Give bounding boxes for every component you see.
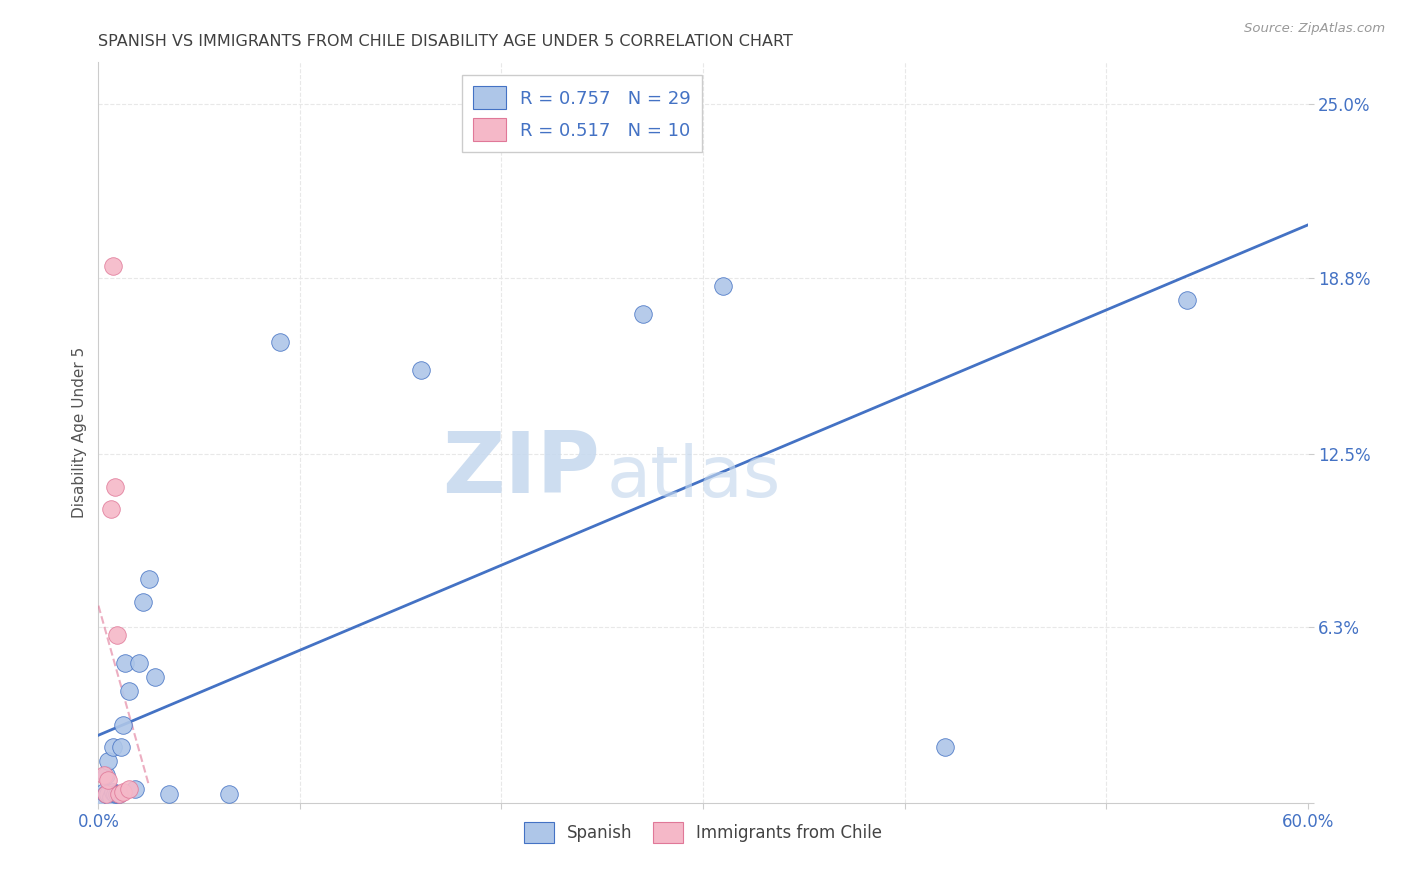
Point (111, 717, 134, 731)
Point (631, 307, 654, 321)
Point (97, 773, 120, 788)
Point (96, 788, 118, 802)
Point (103, 480, 125, 494)
Text: ZIP: ZIP (443, 428, 600, 511)
Point (105, 788, 128, 802)
Point (96, 788, 118, 802)
Legend: Spanish, Immigrants from Chile: Spanish, Immigrants from Chile (517, 815, 889, 850)
Point (409, 363, 432, 377)
Point (107, 788, 129, 802)
Point (269, 334, 291, 349)
Point (118, 781, 141, 796)
Text: SPANISH VS IMMIGRANTS FROM CHILE DISABILITY AGE UNDER 5 CORRELATION CHART: SPANISH VS IMMIGRANTS FROM CHILE DISABIL… (98, 34, 793, 49)
Point (107, 788, 129, 802)
Point (93, 784, 115, 798)
Point (138, 572, 160, 586)
Point (1175, 293, 1198, 307)
Point (132, 594, 155, 608)
Point (105, 628, 128, 642)
Point (118, 684, 141, 698)
Point (114, 656, 136, 670)
Point (101, 784, 124, 798)
Point (934, 739, 956, 754)
Point (101, 260, 124, 274)
Text: atlas: atlas (606, 442, 780, 511)
Point (128, 656, 150, 670)
Point (218, 788, 240, 802)
Point (143, 670, 166, 684)
Point (96, 768, 118, 782)
Point (103, 788, 125, 802)
Point (91, 790, 114, 805)
Y-axis label: Disability Age Under 5: Disability Age Under 5 (72, 347, 87, 518)
Point (157, 788, 180, 802)
Point (100, 502, 122, 516)
Point (100, 790, 122, 805)
Point (110, 739, 132, 754)
Point (97, 754, 120, 768)
Point (124, 781, 146, 796)
Point (93, 768, 115, 782)
Point (711, 279, 734, 293)
Text: Source: ZipAtlas.com: Source: ZipAtlas.com (1244, 22, 1385, 36)
Point (111, 784, 134, 798)
Point (101, 739, 124, 754)
Point (97, 788, 120, 802)
